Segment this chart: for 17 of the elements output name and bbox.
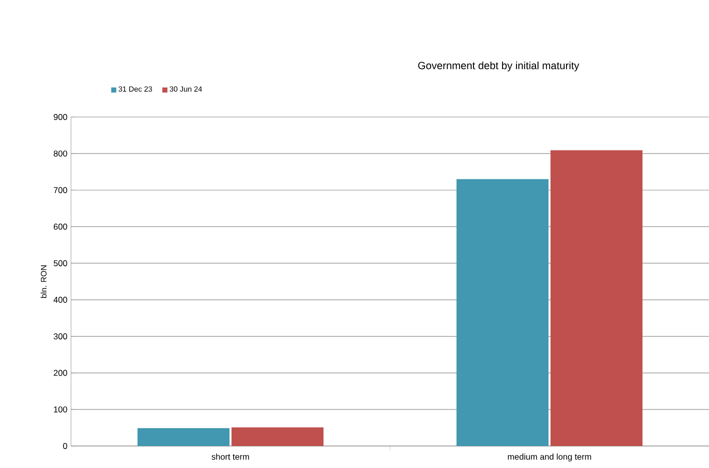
- y-tick-label: 200: [54, 370, 68, 376]
- chart-title: Government debt by initial maturity: [418, 62, 580, 72]
- y-tick-label: 0: [63, 443, 68, 449]
- y-tick-label: 500: [54, 260, 68, 266]
- y-tick-label: 400: [54, 296, 68, 303]
- y-tick-label: 700: [54, 187, 68, 194]
- bar: [550, 150, 643, 446]
- y-tick-label: 300: [54, 333, 68, 340]
- bar: [456, 179, 549, 446]
- bar: [232, 427, 324, 446]
- bar: [138, 428, 230, 446]
- y-tick-label: 600: [54, 224, 68, 230]
- y-tick-label: 800: [54, 150, 68, 157]
- x-tick-label: short term: [212, 454, 249, 460]
- x-tick-label: medium and long term: [508, 454, 592, 462]
- y-tick-label: 900: [54, 114, 68, 120]
- y-tick-label: 100: [54, 406, 68, 412]
